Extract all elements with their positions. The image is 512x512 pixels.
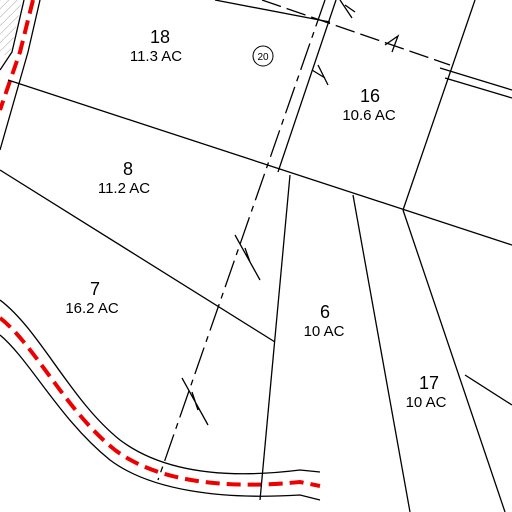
easement-lines	[157, 0, 451, 481]
road-top-left	[0, 0, 41, 151]
parcel-number: 17	[419, 373, 439, 393]
marker-label: 20	[257, 52, 269, 63]
parcel-number: 16	[360, 86, 380, 106]
parcel-area: 10 AC	[406, 394, 447, 411]
parcel-area: 16.2 AC	[65, 300, 119, 317]
parcel-number: 7	[90, 279, 100, 299]
parcel-number: 8	[123, 159, 133, 179]
parcel-number: 18	[150, 27, 170, 47]
parcel-number: 6	[320, 302, 330, 322]
parcel-area: 11.3 AC	[130, 48, 182, 65]
road-bottom	[0, 299, 321, 501]
parcel-area: 10.6 AC	[342, 107, 396, 124]
parcel-area: 11.2 AC	[98, 180, 150, 197]
hatched-area	[0, 0, 22, 55]
parcel-area: 10 AC	[304, 323, 345, 340]
parcel-labels: 18 11.3 AC 16 10.6 AC 8 11.2 AC 7 16.2 A…	[65, 27, 446, 411]
marker: 20	[252, 45, 274, 67]
